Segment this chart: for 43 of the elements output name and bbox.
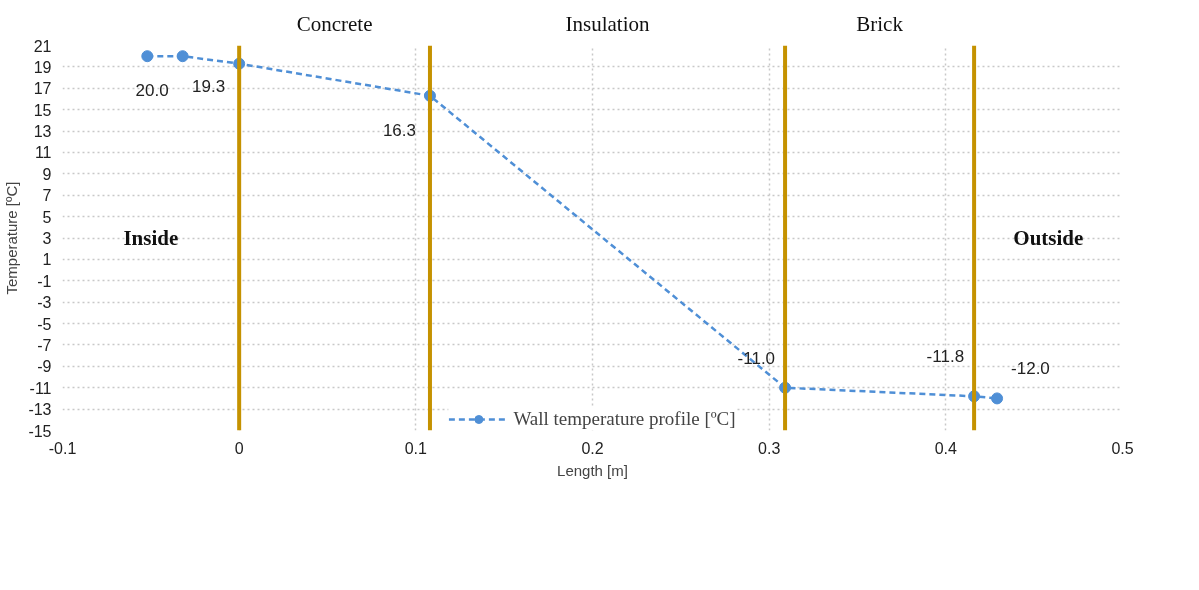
y-tick-label: 19 [33, 58, 52, 76]
y-tick-label: 15 [33, 101, 52, 119]
legend-label: Wall temperature profile [ºC] [513, 408, 736, 430]
y-tick-label: 17 [33, 80, 52, 98]
point [176, 50, 189, 63]
data-label: 19.3 [192, 76, 226, 96]
y-tick-label: 5 [42, 208, 52, 226]
y-tick-label: 9 [42, 165, 52, 183]
y-tick-label: -7 [37, 336, 52, 354]
x-axis-title: Length [m] [557, 461, 628, 479]
x-tick-label: 0.2 [581, 439, 604, 457]
x-tick-label: 0 [234, 439, 244, 457]
point [141, 50, 154, 63]
y-tick-label: -11 [29, 379, 52, 397]
y-tick-label: -1 [37, 272, 52, 290]
x-tick-label: 0.3 [758, 439, 781, 457]
y-tick-label: -15 [28, 422, 52, 440]
x-tick-label: 0.5 [1111, 439, 1134, 457]
y-tick-label: 21 [33, 37, 52, 55]
x-tick-label: -0.1 [48, 439, 77, 457]
y-tick-label: -13 [28, 401, 52, 419]
y-axis-title: Temperature [ºC] [3, 181, 21, 295]
point [991, 392, 1004, 405]
y-tick-label: 7 [42, 187, 52, 205]
y-tick-label: 13 [33, 123, 52, 141]
x-tick-label: 0.1 [404, 439, 428, 457]
data-label: 16.3 [382, 120, 416, 140]
annotation: Outside [1013, 226, 1084, 250]
data-label: -12.0 [1011, 359, 1050, 379]
data-label: 20.0 [135, 81, 169, 101]
text: Concrete [296, 11, 373, 36]
text: Brick [856, 11, 904, 36]
data-label: -11.8 [926, 347, 965, 367]
x-tick-label: 0.4 [934, 439, 958, 457]
text: Insulation [565, 11, 651, 36]
y-tick-label: 3 [42, 230, 52, 247]
y-tick-label: -3 [37, 294, 52, 312]
y-tick-label: 11 [34, 144, 52, 162]
y-tick-label: -5 [37, 315, 52, 333]
y-tick-label: -9 [37, 358, 52, 376]
y-tick-label: 1 [42, 251, 52, 269]
data-label: -11.0 [737, 348, 776, 368]
annotation: Inside [123, 226, 179, 250]
